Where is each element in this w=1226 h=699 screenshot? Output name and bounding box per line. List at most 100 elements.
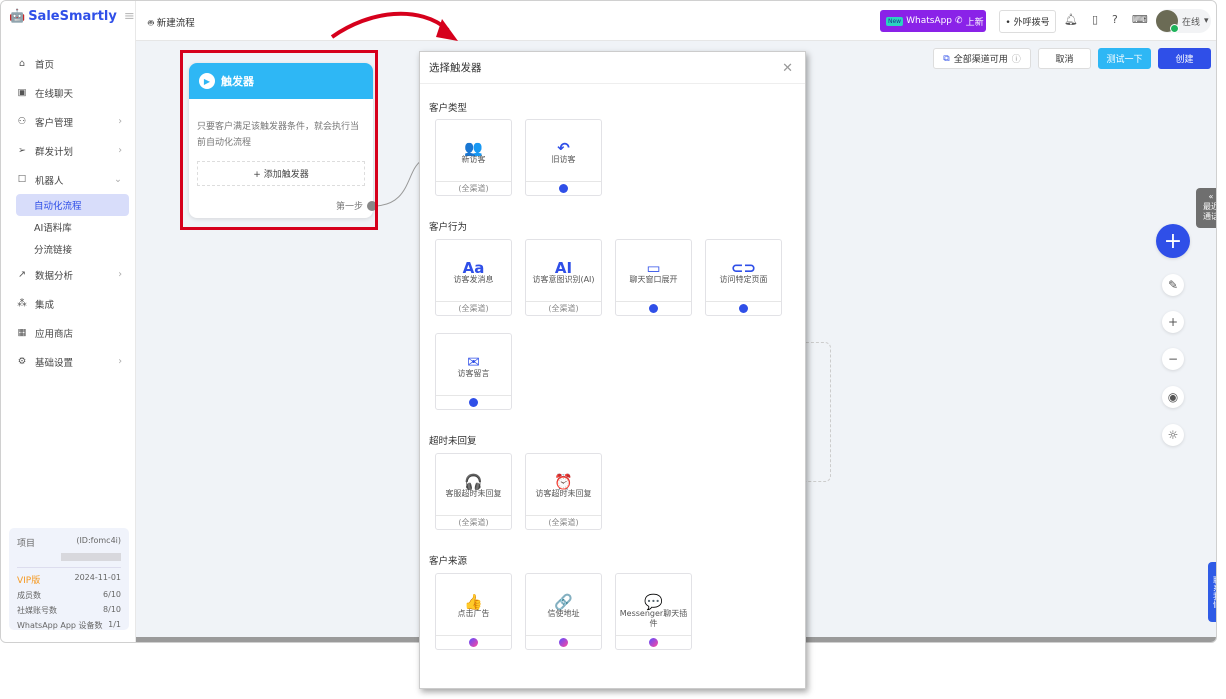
trigger-icon: AI	[554, 259, 573, 277]
whatsapp-promo-banner[interactable]: New WhatsApp ✆ 上新	[880, 10, 986, 32]
trigger-icon: 🎧	[464, 473, 483, 491]
messenger-icon	[469, 638, 478, 647]
help-icon[interactable]: ?	[1112, 13, 1118, 26]
trigger-icon: ▭	[646, 259, 661, 277]
chart-icon: ↗	[18, 269, 26, 280]
chevron-icon: ›	[118, 145, 122, 156]
whatsapp-icon: ✆	[955, 16, 963, 26]
breadcrumb: 🤖︎ 新建流程	[148, 18, 195, 29]
trigger-card[interactable]: ⏰ 访客超时未回复 (全渠道)	[525, 453, 602, 530]
select-trigger-modal: 选择触发器 ✕ 客户类型 👥 新访客 (全渠道) ↶ 旧访客 客户行为 Aa 访客发消息 (全渠道…	[419, 51, 806, 689]
zoom-in-button[interactable]: +	[1162, 311, 1184, 333]
trigger-card[interactable]: 💬 Messenger聊天插件	[615, 573, 692, 650]
user-status-menu[interactable]: 在线 ▾	[1156, 9, 1211, 33]
close-icon[interactable]: ✕	[782, 61, 793, 76]
trigger-node[interactable]: ▶ 触发器 只要客户满足该触发器条件，就会执行当前自动化流程 + 添加触发器 第一…	[189, 63, 373, 218]
section-title: 客户类型	[429, 103, 468, 114]
contact-us-tab[interactable]: 联系我们	[1208, 562, 1216, 622]
sidebar-item[interactable]: ⚇ 客户管理 ›	[17, 116, 122, 129]
sidebar-item[interactable]: ▣ 在线聊天	[17, 87, 74, 100]
header: 🤖︎ 新建流程 New WhatsApp ✆ 上新 • 外呼拨号 🔔︎ ▯? ⌨ 在线 ▾	[136, 1, 1216, 41]
sidebar-subitem[interactable]: 分流链接	[34, 245, 73, 256]
sidebar-item[interactable]: ↗ 数据分析 ›	[1, 260, 136, 289]
add-trigger-button[interactable]: + 添加触发器	[197, 161, 365, 186]
annotation-arrow	[330, 11, 458, 41]
bell-icon[interactable]: 🔔︎	[1064, 13, 1078, 26]
home-icon: ⌂	[18, 58, 26, 69]
trigger-card[interactable]: AI 访客意图识别(AI) (全渠道)	[525, 239, 602, 316]
channels-icon: ⧉	[943, 53, 950, 64]
trigger-icon: 👥	[464, 139, 483, 157]
integration-icon: ⁂	[17, 298, 27, 309]
trigger-icon: Aa	[462, 259, 485, 277]
sidebar-item[interactable]: ☐ 机器人 ⌄	[17, 174, 122, 187]
trigger-card[interactable]: 👥 新访客 (全渠道)	[435, 119, 512, 196]
users-icon: ⚇	[17, 116, 27, 127]
highlight-box	[180, 50, 378, 230]
recent-calls-tab[interactable]: «最近通话	[1196, 188, 1216, 228]
blurred-name	[61, 553, 121, 561]
chat-channel-icon	[469, 398, 478, 407]
sidebar-item[interactable]: ➢ 群发计划 ›	[1, 136, 136, 165]
trigger-card[interactable]: ▭ 聊天窗口展开	[615, 239, 692, 316]
locate-icon[interactable]: ◉	[1162, 386, 1184, 408]
sidebar: 🤖 SaleSmartly ≡ ⌂ 首页 ▣ 在线聊天 ⚇ 客户管理 › ➢ 群发计划 › ☐ 机器人 ⌄ 自…	[1, 1, 136, 642]
logo: 🤖 SaleSmartly ≡	[9, 9, 135, 24]
messenger-icon	[559, 638, 568, 647]
chat-channel-icon	[559, 184, 568, 193]
trigger-card[interactable]: ⊂⊃ 访问特定页面	[705, 239, 782, 316]
trigger-card[interactable]: ✉ 访客留言	[435, 333, 512, 410]
chevron-right-icon: ›	[118, 356, 122, 367]
apps-icon: ▦	[17, 327, 27, 338]
sidebar-item[interactable]: ▦ 应用商店	[17, 327, 74, 340]
zoom-out-button[interactable]: −	[1162, 348, 1184, 370]
add-node-button[interactable]: +	[1156, 224, 1190, 258]
robot-icon: ☐	[17, 174, 27, 185]
trigger-card[interactable]: 👍 点击广告	[435, 573, 512, 650]
chat-icon: ▣	[17, 87, 27, 98]
node-output-handle[interactable]	[367, 201, 377, 211]
avatar	[1156, 10, 1179, 33]
trigger-card[interactable]: 🔗 信使地址	[525, 573, 602, 650]
robot-icon: 🤖︎	[148, 18, 157, 29]
cancel-button[interactable]: 取消	[1038, 48, 1091, 69]
sidebar-item[interactable]: ⁂ 集成	[17, 298, 55, 311]
play-icon: ▶	[199, 73, 215, 89]
project-card: 项目 (ID:fomc4i) VIP版 2024-11-01 成员数 6/10 社媒账号…	[9, 528, 129, 630]
create-button[interactable]: 创建	[1158, 48, 1211, 69]
robot-logo-icon: 🤖	[9, 9, 26, 24]
magic-wand-icon[interactable]: ✎	[1162, 274, 1184, 296]
chat-channel-icon	[649, 304, 658, 313]
trigger-card[interactable]: ↶ 旧访客	[525, 119, 602, 196]
connector-line	[372, 160, 422, 207]
language-icon[interactable]: ⌨	[1131, 13, 1148, 26]
settings-icon: ⚙	[17, 356, 27, 367]
section-title: 超时未回复	[429, 436, 477, 447]
chevron-icon: ⌄	[114, 174, 122, 185]
sidebar-subitem[interactable]: AI语料库	[34, 223, 72, 234]
caret-down-icon: ▾	[1204, 16, 1209, 26]
sidebar-subitem[interactable]: 自动化流程	[16, 194, 129, 216]
trigger-card[interactable]: Aa 访客发消息 (全渠道)	[435, 239, 512, 316]
trigger-icon: ⏰	[554, 473, 573, 491]
test-button[interactable]: 测试一下	[1098, 48, 1151, 69]
trigger-icon: 💬	[644, 593, 663, 611]
devices-icon[interactable]: ▯	[1091, 13, 1099, 26]
section-title: 客户来源	[429, 556, 468, 567]
menu-icon[interactable]: ≡	[123, 9, 135, 24]
help-icon: ⓘ	[1011, 55, 1021, 65]
messenger-icon	[649, 638, 658, 647]
placeholder-node	[781, 342, 831, 482]
chevron-icon: ›	[118, 116, 122, 127]
trigger-icon: ↶	[557, 139, 570, 157]
sidebar-item[interactable]: ⚙ 基础设置 ›	[17, 356, 122, 369]
outbound-call-button[interactable]: • 外呼拨号	[999, 10, 1056, 33]
section-title: 客户行为	[429, 222, 468, 233]
all-channels-button[interactable]: ⧉ 全部渠道可用 ⓘ	[933, 48, 1031, 69]
chat-channel-icon	[739, 304, 748, 313]
trigger-card[interactable]: 🎧 客服超时未回复 (全渠道)	[435, 453, 512, 530]
trigger-icon: 🔗	[554, 593, 573, 611]
sidebar-item[interactable]: ⌂ 首页	[1, 49, 136, 78]
trigger-icon: ✉	[467, 353, 480, 371]
lightbulb-icon[interactable]: ☼	[1162, 424, 1184, 446]
